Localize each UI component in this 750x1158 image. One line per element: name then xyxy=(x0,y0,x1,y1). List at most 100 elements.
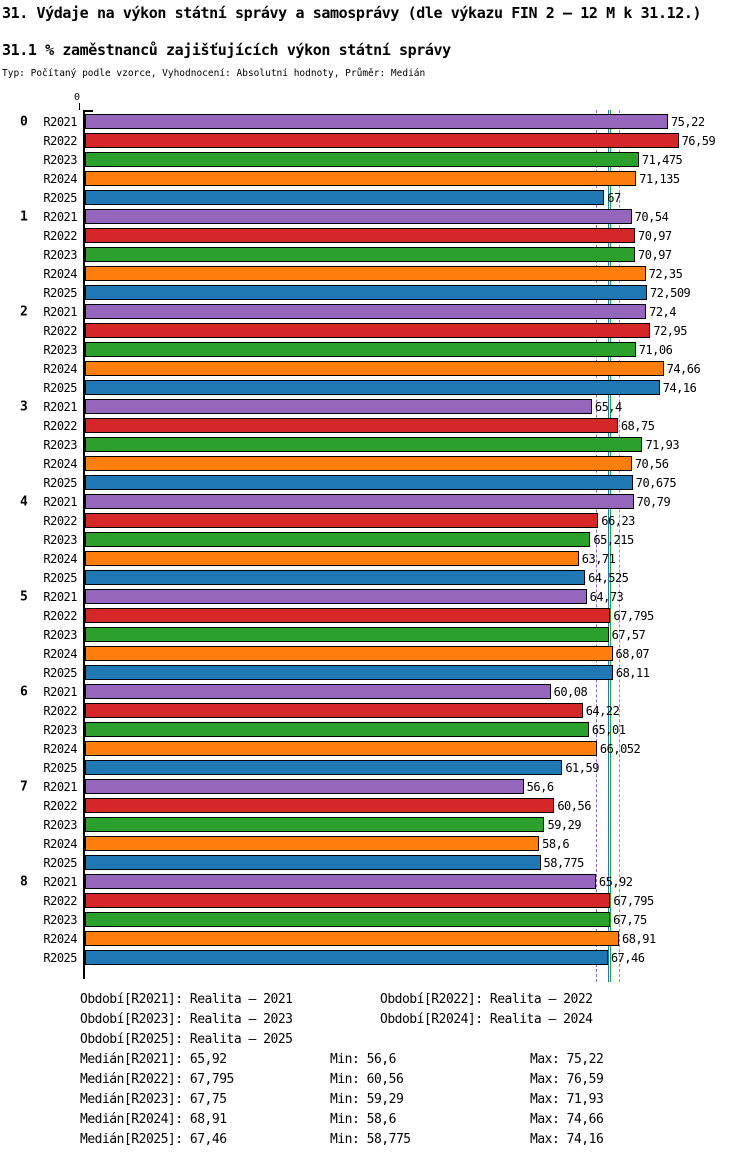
series-label: R2024 xyxy=(43,456,77,471)
bar-chart-plot: 0 R2021 75,22 R2022 76,59 R2023 71,475 R2024 71,… xyxy=(0,110,750,982)
bar-r2022-group-1 xyxy=(85,228,636,243)
bar-value-label: 76,59 xyxy=(681,133,716,148)
bar-r2021-group-1 xyxy=(85,209,632,224)
bar-r2025-group-2 xyxy=(85,380,660,395)
bar-r2025-group-1 xyxy=(85,285,647,300)
bar-value-label: 66,23 xyxy=(601,513,635,528)
series-label: R2024 xyxy=(43,171,77,186)
bar-r2024-group-3 xyxy=(85,456,632,471)
bar-value-label: 75,22 xyxy=(670,114,705,129)
bar-row: R2025 64,525 xyxy=(0,568,750,587)
bar-value-label: 63,71 xyxy=(581,551,616,566)
bar-r2021-group-4 xyxy=(85,494,634,509)
row-head: R2022 xyxy=(0,606,85,625)
bar-r2021-group-7 xyxy=(85,779,524,794)
bar-r2025-group-8 xyxy=(85,950,608,965)
bar-value-label: 70,97 xyxy=(638,247,672,262)
stat-min-label: Min: 58,775 xyxy=(330,1132,411,1147)
bar-row: R2024 66,052 xyxy=(0,739,750,758)
series-label: R2022 xyxy=(43,893,77,908)
legend-period-item: Období[R2022]: Realita – 2022 xyxy=(380,992,593,1007)
series-label: R2023 xyxy=(43,722,77,737)
bar-row: R2025 70,675 xyxy=(0,473,750,492)
bar-row: R2023 59,29 xyxy=(0,815,750,834)
bar-row: R2022 66,23 xyxy=(0,511,750,530)
series-label: R2022 xyxy=(43,703,77,718)
series-label: R2023 xyxy=(43,437,77,452)
bar-value-label: 71,135 xyxy=(639,171,680,186)
stat-max-label: Max: 76,59 xyxy=(530,1072,604,1087)
bar-value-label: 74,16 xyxy=(662,380,697,395)
bar-row: 8 R2021 65,92 xyxy=(0,872,750,891)
bar-value-label: 72,4 xyxy=(649,304,676,319)
bar-value-label: 58,6 xyxy=(542,836,570,851)
series-label: R2025 xyxy=(43,285,77,300)
series-label: R2021 xyxy=(43,209,77,224)
series-label: R2023 xyxy=(43,342,77,357)
bar-value-label: 67,75 xyxy=(613,912,647,927)
bar-row: R2025 61,59 xyxy=(0,758,750,777)
bar-r2024-group-5 xyxy=(85,646,613,661)
row-head: 2 R2021 xyxy=(0,302,85,321)
chart-meta: Typ: Počítaný podle vzorce, Vyhodnocení:… xyxy=(2,68,426,79)
row-head: R2025 xyxy=(0,663,85,682)
median-line-r2024 xyxy=(619,110,621,982)
median-line-r2023 xyxy=(610,110,612,982)
bar-value-label: 72,35 xyxy=(648,266,683,281)
group-label: 2 xyxy=(20,304,28,319)
bar-value-label: 68,75 xyxy=(620,418,655,433)
bar-row: R2024 74,66 xyxy=(0,359,750,378)
bar-row: R2024 68,07 xyxy=(0,644,750,663)
series-label: R2024 xyxy=(43,551,77,566)
row-head: R2025 xyxy=(0,283,85,302)
bar-r2024-group-2 xyxy=(85,361,664,376)
bar-r2024-group-0 xyxy=(85,171,637,186)
bar-row: 6 R2021 60,08 xyxy=(0,682,750,701)
bar-row: R2023 71,475 xyxy=(0,150,750,169)
series-label: R2023 xyxy=(43,912,77,927)
row-head: R2025 xyxy=(0,948,85,967)
row-head: 3 R2021 xyxy=(0,397,85,416)
bar-r2024-group-4 xyxy=(85,551,579,566)
page-title: 31. Výdaje na výkon státní správy a samo… xyxy=(2,4,702,22)
bar-row: R2025 74,16 xyxy=(0,378,750,397)
row-head: R2025 xyxy=(0,188,85,207)
bar-value-label: 72,95 xyxy=(653,323,687,338)
row-head: 7 R2021 xyxy=(0,777,85,796)
bar-value-label: 70,56 xyxy=(634,456,669,471)
series-label: R2024 xyxy=(43,266,77,281)
group-label: 1 xyxy=(20,209,28,224)
bar-row: R2025 68,11 xyxy=(0,663,750,682)
row-head: R2025 xyxy=(0,473,85,492)
chart-subtitle: 31.1 % zaměstnanců zajišťujících výkon s… xyxy=(2,41,451,59)
bar-r2025-group-4 xyxy=(85,570,586,585)
bar-r2025-group-0 xyxy=(85,190,605,205)
row-head: R2022 xyxy=(0,891,85,910)
bar-row: R2024 68,91 xyxy=(0,929,750,948)
bar-r2024-group-8 xyxy=(85,931,620,946)
bar-value-label: 70,79 xyxy=(636,494,671,509)
stat-min-label: Min: 56,6 xyxy=(330,1052,396,1067)
row-head: R2022 xyxy=(0,226,85,245)
row-head: 8 R2021 xyxy=(0,872,85,891)
bar-r2021-group-2 xyxy=(85,304,647,319)
row-head: R2025 xyxy=(0,853,85,872)
series-label: R2025 xyxy=(43,950,77,965)
row-head: R2023 xyxy=(0,245,85,264)
bar-value-label: 70,54 xyxy=(634,209,669,224)
row-head: R2024 xyxy=(0,834,85,853)
bar-row: R2022 67,795 xyxy=(0,891,750,910)
group-label: 6 xyxy=(20,684,28,699)
row-head: 0 R2021 xyxy=(0,112,85,131)
bar-r2025-group-7 xyxy=(85,855,541,870)
stat-median-label: Medián[R2022]: 67,795 xyxy=(80,1072,234,1087)
row-head: R2023 xyxy=(0,625,85,644)
bar-row: R2022 60,56 xyxy=(0,796,750,815)
series-label: R2025 xyxy=(43,855,77,870)
bar-row: R2024 71,135 xyxy=(0,169,750,188)
series-label: R2024 xyxy=(43,836,77,851)
bar-row: R2024 63,71 xyxy=(0,549,750,568)
row-head: R2023 xyxy=(0,720,85,739)
bar-r2021-group-6 xyxy=(85,684,551,699)
series-label: R2021 xyxy=(43,779,77,794)
